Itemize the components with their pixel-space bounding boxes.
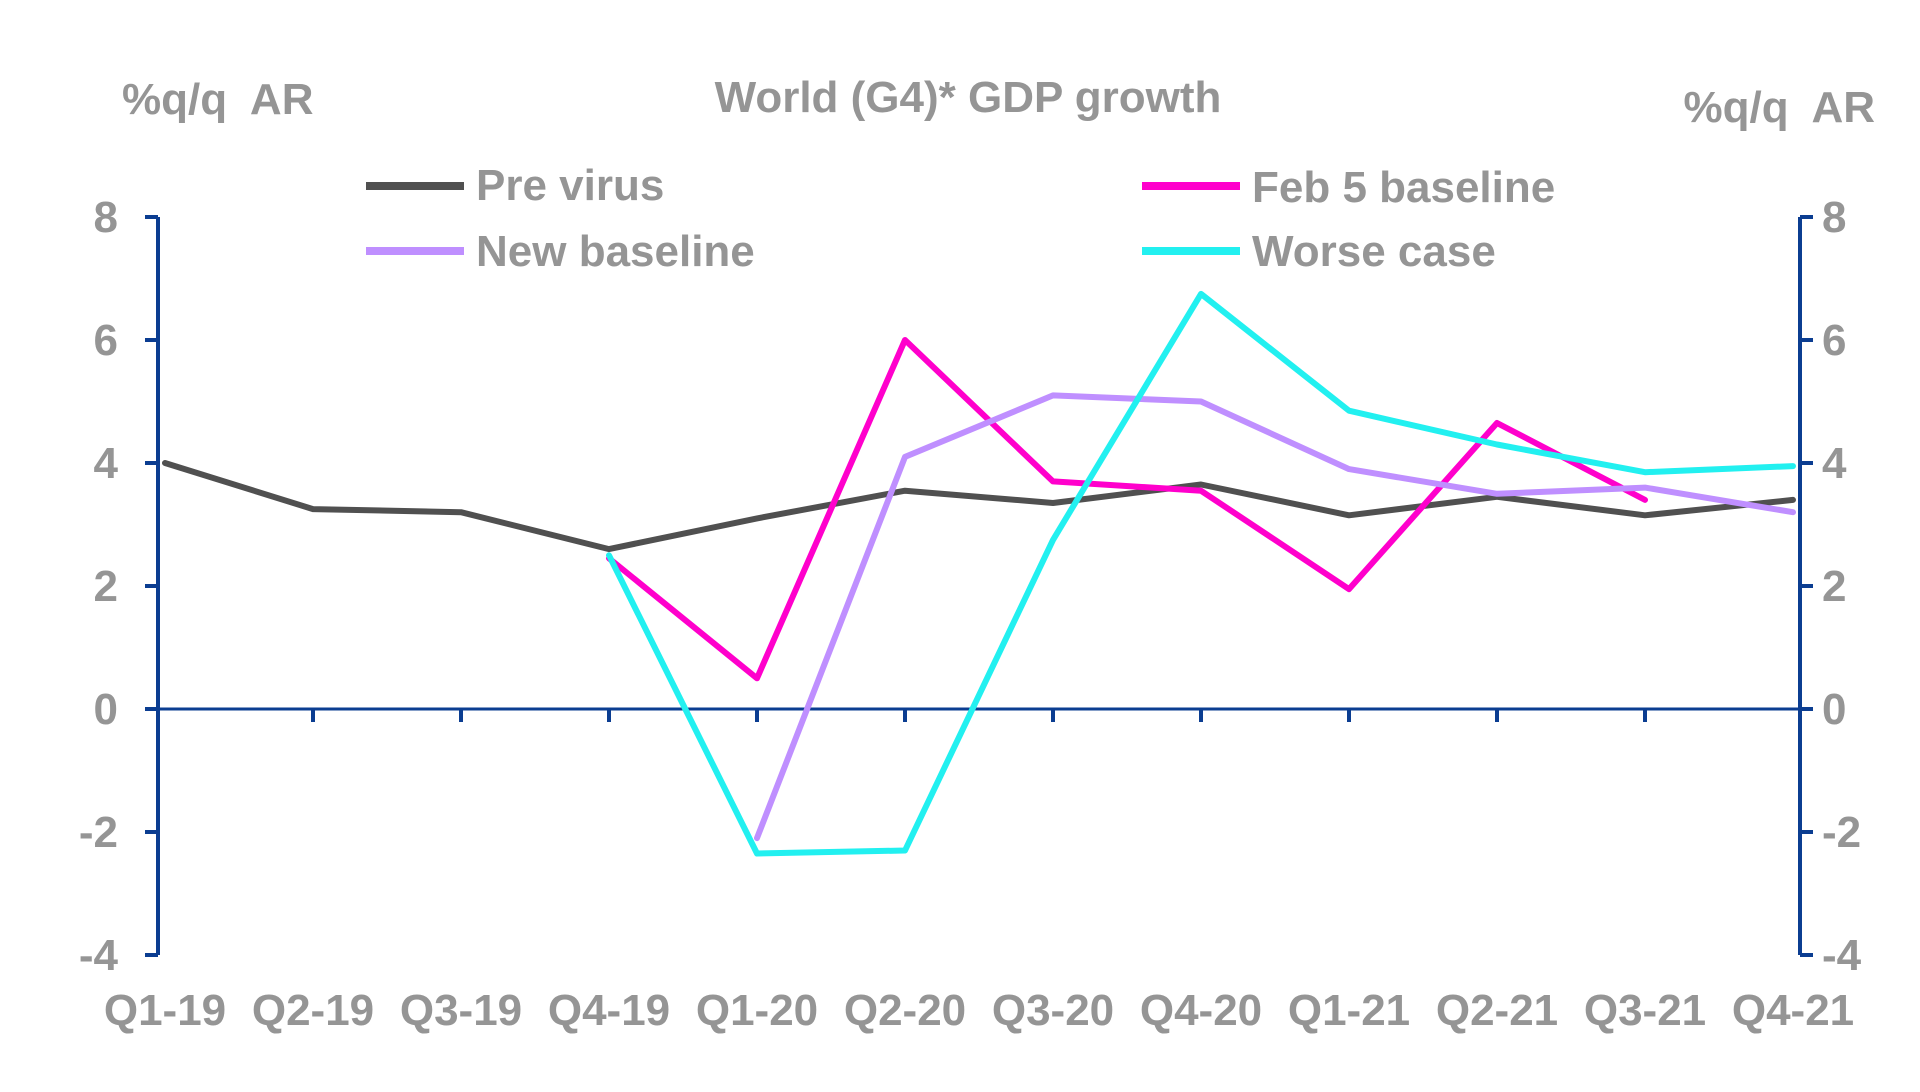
x-tick-label: Q3-19 bbox=[400, 986, 522, 1035]
x-tick-label: Q4-21 bbox=[1732, 986, 1854, 1035]
x-tick-label: Q1-20 bbox=[696, 986, 818, 1035]
legend-label-feb-5-baseline: Feb 5 baseline bbox=[1252, 163, 1555, 212]
y-tick-label-right: 2 bbox=[1822, 562, 1846, 611]
y-tick-label-right: 6 bbox=[1822, 316, 1846, 365]
x-tick-label: Q3-21 bbox=[1584, 986, 1706, 1035]
x-tick-label: Q1-21 bbox=[1288, 986, 1410, 1035]
series-line-feb-5-baseline bbox=[606, 337, 1648, 682]
legend: Pre virus New baseline Feb 5 baseline Wo… bbox=[366, 161, 1555, 276]
y-tick-label-left: 2 bbox=[94, 562, 118, 611]
y-tick-label-right: -2 bbox=[1822, 808, 1861, 857]
y-axis-label-left: %q/q AR bbox=[122, 75, 313, 124]
x-tick-label: Q1-19 bbox=[104, 986, 226, 1035]
y-tick-label-left: 0 bbox=[94, 685, 118, 734]
y-tick-label-right: 4 bbox=[1822, 439, 1847, 488]
y-tick-label-left: -4 bbox=[79, 931, 119, 980]
y-tick-label-right: 0 bbox=[1822, 685, 1846, 734]
legend-label-new-baseline: New baseline bbox=[476, 227, 755, 276]
x-tick-label: Q4-20 bbox=[1140, 986, 1262, 1035]
series-line-worse-case bbox=[606, 290, 1796, 857]
x-tick-label: Q2-19 bbox=[252, 986, 374, 1035]
y-tick-label-right: -4 bbox=[1822, 931, 1862, 980]
x-tick-label: Q4-19 bbox=[548, 986, 670, 1035]
legend-label-pre-virus: Pre virus bbox=[476, 161, 664, 210]
series-lines bbox=[162, 290, 1796, 857]
chart-title: World (G4)* GDP growth bbox=[715, 73, 1222, 122]
x-tick-label: Q2-20 bbox=[844, 986, 966, 1035]
series-line-pre-virus bbox=[162, 460, 1796, 553]
axes: -4 -4 -2 -2 0 0 2 2 4 4 6 6 8 8 Q1-19 Q2-19 Q3-19 Q4-19 Q1… bbox=[79, 193, 1862, 1035]
y-tick-label-left: 8 bbox=[94, 193, 118, 242]
y-tick-label-left: 4 bbox=[94, 439, 119, 488]
y-tick-label-right: 8 bbox=[1822, 193, 1846, 242]
x-tick-label: Q3-20 bbox=[992, 986, 1114, 1035]
y-axis-label-right: %q/q AR bbox=[1684, 83, 1875, 132]
y-tick-label-left: 6 bbox=[94, 316, 118, 365]
legend-label-worse-case: Worse case bbox=[1252, 227, 1496, 276]
y-tick-label-left: -2 bbox=[79, 808, 118, 857]
x-tick-label: Q2-21 bbox=[1436, 986, 1558, 1035]
series-line-new-baseline bbox=[754, 392, 1796, 842]
